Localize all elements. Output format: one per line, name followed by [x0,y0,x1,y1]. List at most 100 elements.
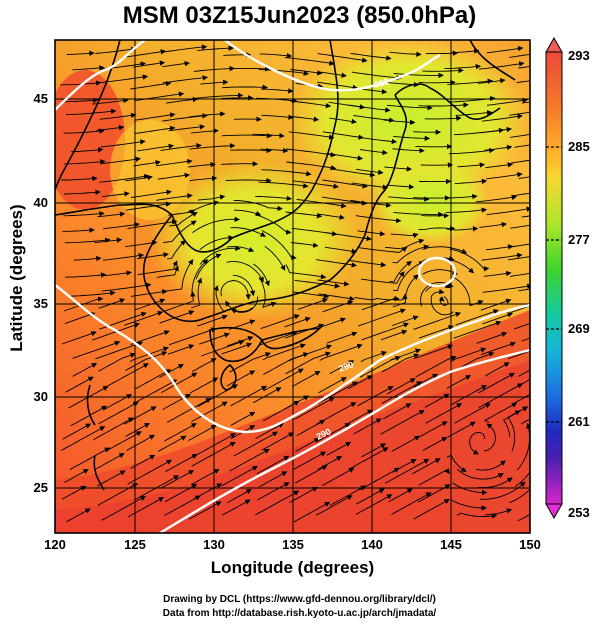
streamline [518,369,530,377]
streamline [188,200,219,212]
streamline [290,100,332,109]
streamline [252,387,282,404]
streamline [221,95,254,101]
streamline [127,459,172,485]
streamline [485,162,514,169]
streamline [413,344,454,360]
streamline [380,409,425,435]
streamline [315,259,357,268]
x-tick-130: 130 [203,537,225,552]
streamline [509,111,530,116]
streamline [71,147,104,153]
streamline [164,483,198,503]
streamline [392,315,419,326]
streamline [72,65,105,71]
streamline [422,437,448,451]
cb-tick-269: 269 [568,321,590,336]
streamline [329,117,357,125]
streamline [264,245,286,271]
streamline [160,143,202,151]
streamline [322,300,354,313]
streamline [66,108,117,116]
streamline [386,104,433,111]
streamline [229,448,270,472]
streamline [189,143,236,150]
streamline [104,363,149,388]
streamline [518,176,530,179]
streamline [96,125,125,131]
streamline [392,274,419,308]
streamline [102,191,130,198]
streamline [284,323,325,339]
streamline [130,330,170,346]
streamline [221,499,251,516]
streamline [351,71,402,81]
streamline [478,61,525,70]
streamline [317,213,345,220]
streamline [446,375,472,389]
streamlines [60,44,530,523]
streamline [386,184,415,190]
streamline [159,364,184,378]
streamline [256,97,298,104]
streamline [391,435,421,452]
streamline [193,65,235,72]
streamline [167,239,186,260]
streamline [412,458,441,475]
streamline [348,409,373,424]
streamline [449,248,490,272]
cb-tick-277: 277 [568,232,590,247]
streamline [456,512,498,519]
streamline [326,152,364,161]
cb-tick-261: 261 [568,414,590,429]
streamline [200,340,245,357]
streamline [134,369,171,390]
streamline [134,125,176,135]
streamline [134,475,180,500]
streamline [349,260,387,268]
streamline [418,468,450,486]
streamline [507,256,530,261]
streamline [165,96,199,104]
streamline [384,166,413,172]
x-tick-145: 145 [440,537,462,552]
streamline [444,63,482,70]
streamline [130,189,172,198]
streamline [191,259,209,296]
streamline [359,88,388,95]
streamline [424,115,462,121]
streamline [413,311,462,330]
streamline [258,330,298,346]
streamline [520,418,530,425]
streamline [262,400,300,422]
streamline [261,230,297,261]
streamline [156,193,193,201]
streamline [348,375,373,390]
streamline [257,482,290,501]
streamline [97,211,126,218]
cb-tick-293: 293 [568,48,590,63]
streamline [261,169,312,177]
streamline [293,451,327,470]
streamline [509,305,530,314]
streamline [60,175,98,182]
streamline [451,499,487,511]
streamline [479,126,512,134]
streamline [361,443,386,458]
streamline [447,78,493,85]
streamline [476,194,518,203]
y-tick-labels: 25 30 35 40 45 [34,91,48,495]
streamline [255,195,292,201]
x-tick-150: 150 [519,537,541,552]
streamline [221,161,259,167]
streamline [324,246,357,254]
streamline [295,465,328,484]
colorbar: 293 285 277 269 261 253 [545,36,590,520]
streamline [321,196,368,206]
streamline [391,492,432,515]
streamline [294,279,341,289]
streamline [188,501,222,520]
streamline [259,53,293,59]
streamline [188,161,216,168]
